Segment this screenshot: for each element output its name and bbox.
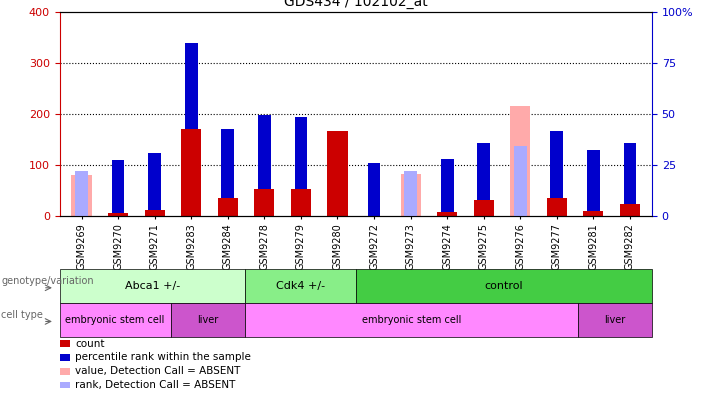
Bar	[60, 303, 170, 337]
Bar	[245, 303, 578, 337]
Title: GDS434 / 102102_at: GDS434 / 102102_at	[284, 0, 428, 10]
Bar	[327, 131, 348, 216]
Bar	[111, 160, 125, 213]
Bar	[620, 204, 640, 216]
Text: Abca1 +/-: Abca1 +/-	[125, 281, 179, 291]
Text: liver: liver	[197, 315, 218, 325]
Text: value, Detection Call = ABSENT: value, Detection Call = ABSENT	[76, 366, 240, 376]
Bar	[185, 44, 198, 129]
Text: rank, Detection Call = ABSENT: rank, Detection Call = ABSENT	[76, 380, 236, 390]
Text: control: control	[484, 281, 523, 291]
Bar	[437, 212, 457, 216]
Bar	[583, 211, 604, 216]
Bar	[291, 189, 311, 216]
Bar	[624, 143, 637, 204]
Bar	[72, 175, 92, 216]
Bar	[222, 129, 234, 198]
Text: count: count	[76, 339, 105, 348]
Bar	[108, 213, 128, 216]
Bar	[181, 129, 201, 216]
Bar	[441, 159, 454, 212]
Bar	[587, 150, 600, 211]
Text: Cdk4 +/-: Cdk4 +/-	[275, 281, 325, 291]
Text: cell type: cell type	[1, 310, 43, 320]
Bar	[170, 303, 245, 337]
Bar	[218, 198, 238, 216]
Bar	[474, 200, 494, 216]
Bar	[294, 118, 307, 189]
Bar	[254, 189, 274, 216]
Bar	[148, 153, 161, 210]
Text: liver: liver	[604, 315, 625, 325]
Bar	[60, 354, 70, 361]
Text: genotype/variation: genotype/variation	[1, 276, 94, 286]
Bar	[60, 269, 245, 303]
Bar	[547, 198, 567, 216]
Bar	[550, 131, 564, 198]
Bar	[367, 163, 381, 216]
Bar	[75, 171, 88, 216]
Bar	[245, 269, 355, 303]
Bar	[404, 171, 417, 216]
Bar	[60, 382, 70, 388]
Bar	[510, 106, 531, 216]
Text: embryonic stem cell: embryonic stem cell	[362, 315, 461, 325]
Bar	[578, 303, 652, 337]
Bar	[400, 174, 421, 216]
Bar	[477, 143, 490, 200]
Bar	[355, 269, 652, 303]
Text: percentile rank within the sample: percentile rank within the sample	[76, 352, 251, 362]
Bar	[60, 368, 70, 375]
Bar	[514, 147, 526, 216]
Bar	[60, 340, 70, 347]
Bar	[144, 210, 165, 216]
Bar	[258, 115, 271, 189]
Text: embryonic stem cell: embryonic stem cell	[65, 315, 165, 325]
